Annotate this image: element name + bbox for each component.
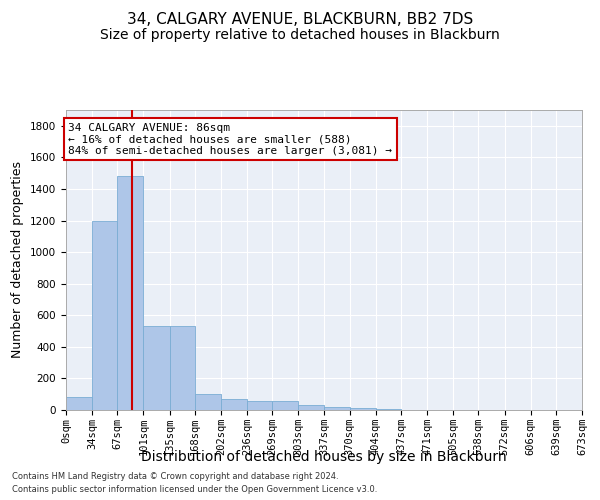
Bar (272, 402, 298, 410)
Y-axis label: Number of detached properties: Number of detached properties (11, 162, 25, 358)
Bar (170, 326, 195, 410)
Bar (298, 406, 325, 410)
Bar (118, 176, 143, 410)
Text: Size of property relative to detached houses in Blackburn: Size of property relative to detached ho… (100, 28, 500, 42)
Bar (66, 398, 92, 410)
Bar (247, 400, 272, 410)
Bar (92, 220, 118, 410)
Text: Contains public sector information licensed under the Open Government Licence v3: Contains public sector information licen… (12, 485, 377, 494)
Bar (195, 394, 221, 410)
Text: 34, CALGARY AVENUE, BLACKBURN, BB2 7DS: 34, CALGARY AVENUE, BLACKBURN, BB2 7DS (127, 12, 473, 28)
Bar (376, 409, 401, 410)
Text: 34 CALGARY AVENUE: 86sqm
← 16% of detached houses are smaller (588)
84% of semi-: 34 CALGARY AVENUE: 86sqm ← 16% of detach… (68, 122, 392, 156)
Bar (221, 399, 247, 410)
Text: Contains HM Land Registry data © Crown copyright and database right 2024.: Contains HM Land Registry data © Crown c… (12, 472, 338, 481)
Text: Distribution of detached houses by size in Blackburn: Distribution of detached houses by size … (141, 450, 507, 464)
Bar (350, 408, 376, 410)
Bar (325, 407, 350, 410)
Bar (143, 326, 170, 410)
